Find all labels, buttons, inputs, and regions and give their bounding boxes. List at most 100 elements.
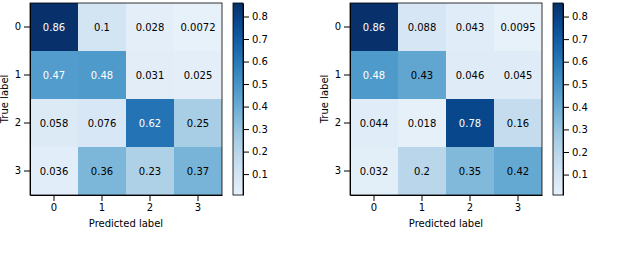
x-tick-label: 0 (371, 202, 377, 213)
cell-label: 0.47 (43, 70, 65, 81)
colorbar-tick-mark (563, 152, 569, 153)
x-tick-label: 2 (467, 202, 473, 213)
colorbar-tick-label: 0.3 (252, 124, 268, 135)
colorbar-tick-label: 0.7 (252, 34, 268, 45)
cell (126, 51, 174, 99)
x-tick-label: 2 (147, 202, 153, 213)
colorbar-tick-mark (243, 17, 249, 18)
cell (30, 147, 78, 195)
colorbar-tick-mark (563, 39, 569, 40)
y-tick-mark (344, 27, 350, 28)
y-tick-mark (24, 123, 30, 124)
colorbar-tick-label: 0.2 (572, 147, 588, 158)
cell-label: 0.1 (94, 22, 110, 33)
x-tick: 3 (195, 195, 201, 213)
colorbar-tick-mark (243, 174, 249, 175)
x-tick-label: 3 (195, 202, 201, 213)
cell (126, 99, 174, 147)
cell-label: 0.088 (408, 22, 437, 33)
cell (174, 147, 222, 195)
cell-label: 0.076 (88, 118, 117, 129)
colorbar: 0.10.20.30.40.50.60.70.8 (553, 3, 588, 196)
x-tick: 3 (515, 195, 521, 213)
cell-label: 0.16 (507, 118, 529, 129)
y-tick-label: 2 (15, 117, 21, 128)
colorbar-tick: 0.5 (563, 79, 588, 90)
y-tick-mark (344, 123, 350, 124)
cell (350, 99, 398, 147)
y-axis-title: True label (0, 75, 10, 125)
colorbar-tick-mark (243, 129, 249, 130)
x-tick-label: 3 (515, 202, 521, 213)
colorbar-tick-mark (243, 62, 249, 63)
y-tick: 1 (15, 69, 30, 80)
cell-label: 0.42 (507, 166, 529, 177)
y-tick-label: 1 (335, 69, 341, 80)
y-tick-label: 2 (335, 117, 341, 128)
colorbar-tick-label: 0.4 (252, 101, 268, 112)
x-axis-title: Predicted label (409, 218, 483, 229)
colorbar-tick-label: 0.5 (252, 79, 268, 90)
colorbar-tick: 0.2 (243, 146, 268, 157)
cell-label: 0.036 (40, 166, 69, 177)
cell-label: 0.78 (459, 118, 481, 129)
colorbar-tick-label: 0.6 (572, 56, 588, 67)
y-axis: 0123 (335, 4, 351, 196)
cell-labels: 0.860.0880.0430.00950.480.430.0460.0450.… (360, 22, 536, 177)
colorbar-tick-label: 0.1 (572, 169, 588, 180)
colorbar-axis-line (563, 4, 564, 196)
x-tick-label: 1 (419, 202, 425, 213)
cell (350, 3, 398, 51)
colorbar-tick-mark (243, 84, 249, 85)
colorbar-tick: 0.1 (563, 169, 588, 180)
colorbar-tick: 0.4 (563, 102, 588, 113)
colorbar-tick: 0.2 (563, 147, 588, 158)
colorbar-tick: 0.8 (563, 11, 588, 22)
cell (126, 147, 174, 195)
cell (494, 147, 542, 195)
cell-label: 0.25 (187, 118, 209, 129)
cell (78, 3, 126, 51)
cell (78, 99, 126, 147)
colorbar-axis-line (243, 4, 244, 196)
cell-label: 0.058 (40, 118, 69, 129)
colorbar-tick-mark (243, 107, 249, 108)
colorbar-tick: 0.5 (243, 79, 268, 90)
colorbar-axis: 0.10.20.30.40.50.60.70.8 (563, 4, 588, 196)
y-axis: 0123 (15, 4, 31, 196)
x-axis: 0 1 2 3 (351, 195, 543, 213)
colorbar-tick-label: 0.1 (252, 169, 268, 180)
colorbar-tick: 0.6 (243, 56, 268, 67)
y-tick: 1 (335, 69, 350, 80)
colorbar-frame (233, 3, 243, 195)
cell-label: 0.2 (414, 166, 430, 177)
cells (30, 3, 222, 195)
colorbar-tick: 0.6 (563, 56, 588, 67)
cell (494, 3, 542, 51)
x-tick: 0 (51, 195, 57, 213)
cell (398, 51, 446, 99)
y-tick-label: 0 (335, 21, 341, 32)
cell (446, 99, 494, 147)
cell (446, 3, 494, 51)
colorbar-gradient (233, 3, 243, 196)
cell (78, 147, 126, 195)
cell (174, 3, 222, 51)
cell-label: 0.046 (456, 70, 485, 81)
colorbar-axis: 0.1 0.2 0.3 0.4 0.5 0.6 0.7 0.8 (243, 4, 268, 196)
colorbar-tick: 0.7 (563, 34, 588, 45)
cell-label: 0.86 (363, 22, 385, 33)
y-axis-line (350, 4, 351, 196)
cell-label: 0.62 (139, 118, 161, 129)
colorbar-tick: 0.8 (243, 11, 268, 22)
x-tick-mark (374, 195, 375, 201)
frame (350, 3, 542, 195)
cell-label: 0.36 (91, 166, 113, 177)
x-tick-label: 0 (51, 202, 57, 213)
cell-label: 0.028 (136, 22, 165, 33)
colorbar-tick-mark (563, 175, 569, 176)
cell-label: 0.23 (139, 166, 161, 177)
cell (494, 51, 542, 99)
x-tick: 2 (147, 195, 153, 213)
cell (494, 99, 542, 147)
